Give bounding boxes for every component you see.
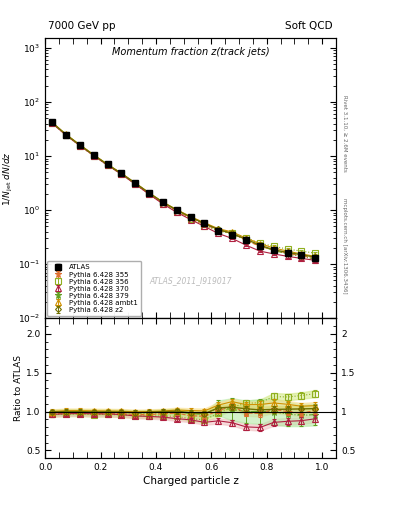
Legend: ATLAS, Pythia 6.428 355, Pythia 6.428 356, Pythia 6.428 370, Pythia 6.428 379, P: ATLAS, Pythia 6.428 355, Pythia 6.428 35… [47,261,141,316]
Y-axis label: $1/N_\mathrm{jet}\ dN/dz$: $1/N_\mathrm{jet}\ dN/dz$ [2,151,15,206]
Text: Soft QCD: Soft QCD [285,22,333,31]
X-axis label: Charged particle z: Charged particle z [143,476,239,486]
Text: mcplots.cern.ch [arXiv:1306.3436]: mcplots.cern.ch [arXiv:1306.3436] [342,198,347,293]
Text: ATLAS_2011_I919017: ATLAS_2011_I919017 [149,275,232,285]
Text: Momentum fraction z(track jets): Momentum fraction z(track jets) [112,47,270,57]
Y-axis label: Ratio to ATLAS: Ratio to ATLAS [14,355,23,421]
Text: Rivet 3.1.10, ≥ 2.6M events: Rivet 3.1.10, ≥ 2.6M events [342,95,347,172]
Text: 7000 GeV pp: 7000 GeV pp [48,22,116,31]
